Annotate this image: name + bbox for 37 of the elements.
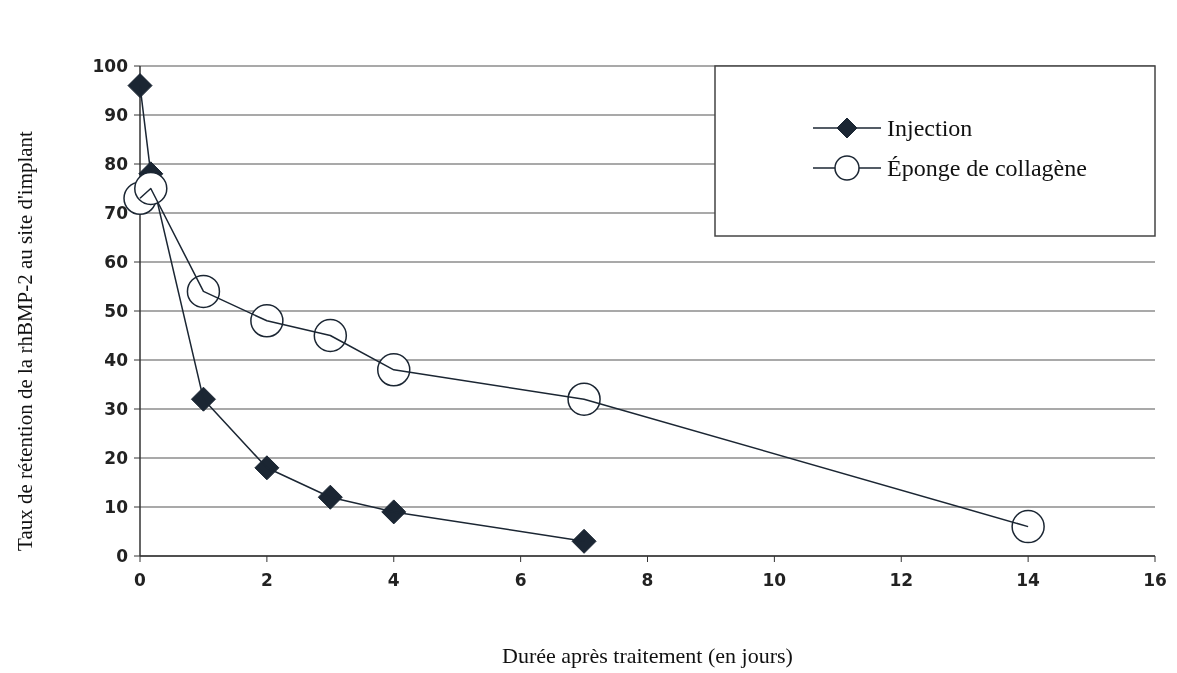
x-tick-label: 4 <box>387 570 400 590</box>
point <box>186 274 221 309</box>
y-tick-label: 100 <box>92 55 129 76</box>
point <box>127 73 153 99</box>
y-tick-label: 0 <box>116 545 129 566</box>
point <box>313 318 348 353</box>
point <box>254 455 280 481</box>
legend-label: Éponge de collagène <box>887 155 1087 182</box>
y-tick-label: 20 <box>104 447 129 468</box>
x-tick-label: 2 <box>260 570 273 590</box>
y-tick-label: 50 <box>104 300 129 321</box>
y-tick-label: 60 <box>104 251 129 272</box>
point <box>381 499 407 525</box>
x-tick-label: 12 <box>889 570 914 590</box>
y-tick-label: 30 <box>104 398 129 419</box>
y-tick-label: 80 <box>104 153 129 174</box>
y-tick-label: 40 <box>104 349 129 370</box>
x-axis-title: Durée après traitement (en jours) <box>502 643 793 668</box>
point <box>190 386 216 412</box>
point <box>1011 509 1045 544</box>
x-tick-label: 0 <box>134 570 147 590</box>
legend-label: Injection <box>887 115 973 142</box>
x-tick-label: 14 <box>1016 570 1041 590</box>
y-tick-label: 70 <box>104 202 129 223</box>
point <box>571 528 597 554</box>
point <box>377 353 411 387</box>
x-tick-label: 16 <box>1143 570 1167 590</box>
x-tick-label: 10 <box>762 570 787 590</box>
x-tick-label: 6 <box>514 570 527 590</box>
point <box>134 171 168 206</box>
x-tick-label: 8 <box>641 570 654 590</box>
y-tick-label: 90 <box>104 104 129 125</box>
y-axis-title: Taux de rétention de la rhBMP-2 au site d'implant <box>13 130 37 551</box>
point <box>567 382 601 416</box>
point <box>317 484 343 510</box>
y-tick-label: 10 <box>104 496 129 517</box>
point <box>250 304 284 338</box>
